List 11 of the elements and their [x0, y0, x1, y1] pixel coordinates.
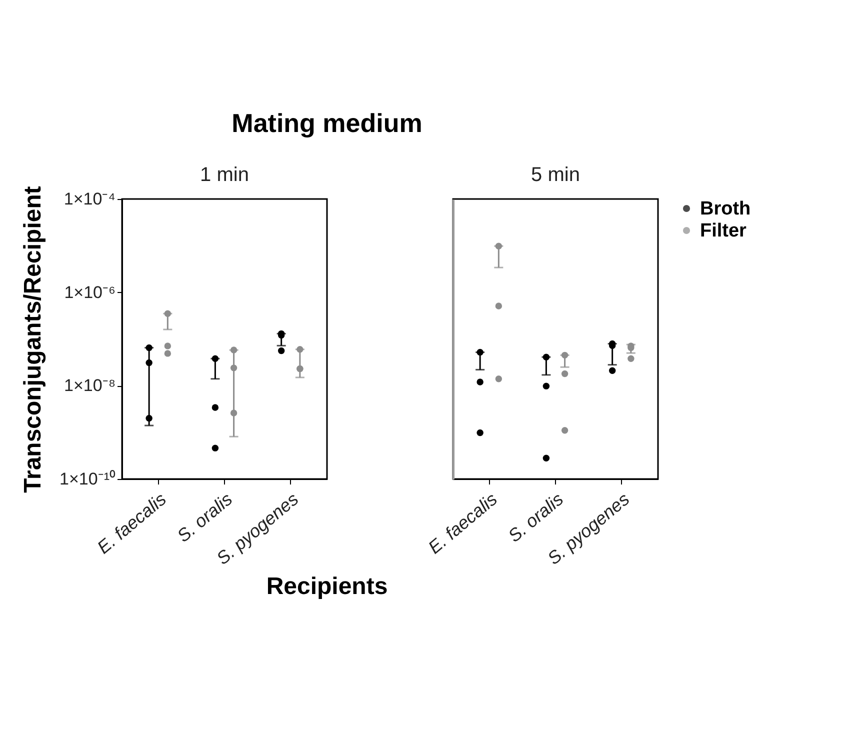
y-tick-label: 1×10⁻¹⁰	[60, 470, 116, 488]
y-tick-label: 1×10⁻⁴	[64, 190, 116, 208]
x-axis-title: Recipients	[266, 573, 388, 600]
chart-subtitle: 1 min	[200, 164, 249, 186]
chart-subtitle: 5 min	[531, 164, 580, 186]
y-tick-label: 1×10⁻⁶	[64, 282, 116, 302]
y-axis-title: Transconjugants/Recipient	[20, 186, 47, 493]
y-tick-label: 1×10⁻⁸	[64, 376, 116, 396]
legend-label: Filter	[700, 220, 748, 242]
chart-title: Mating medium	[232, 108, 422, 138]
legend-label: Broth	[700, 198, 751, 220]
